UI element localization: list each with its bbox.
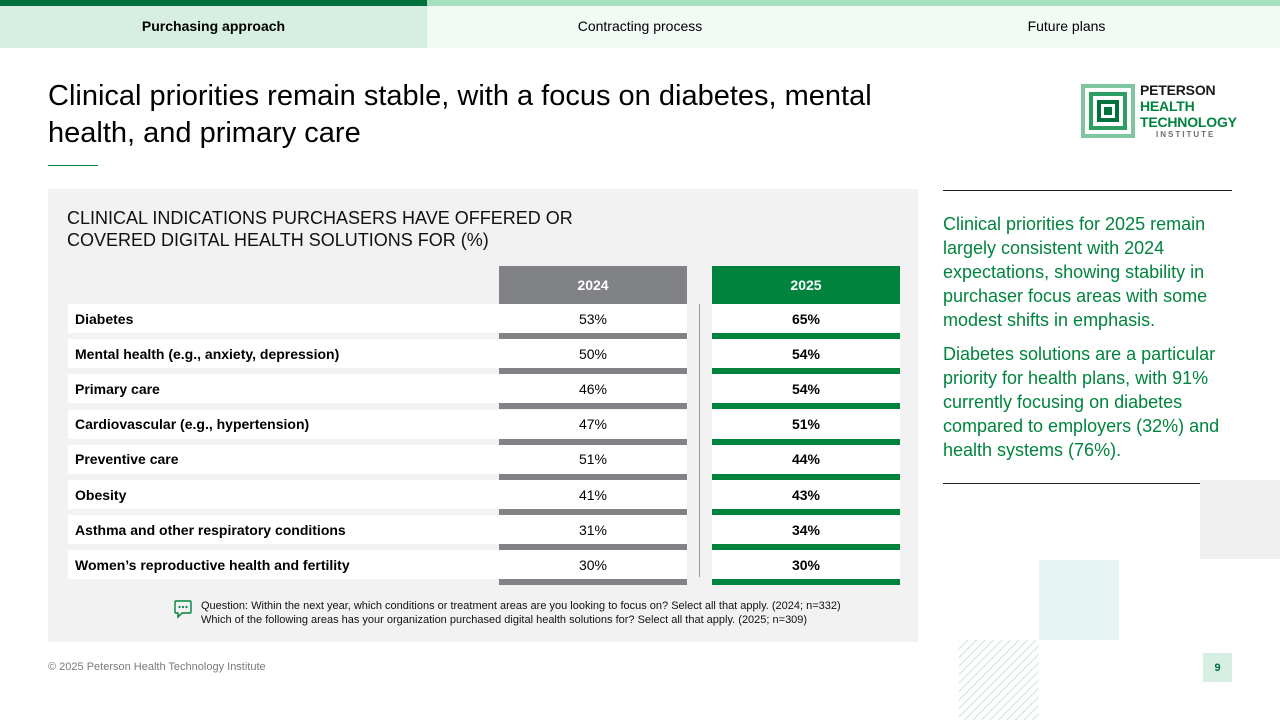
logo-line: TECHNOLOGY (1140, 114, 1237, 130)
question-line: Which of the following areas has your or… (201, 614, 808, 626)
decorative-square (1039, 560, 1119, 640)
side-top-rule (943, 190, 1232, 191)
row-label: Cardiovascular (e.g., hypertension) (68, 409, 499, 439)
logo-wordmark: PETERSON HEALTH TECHNOLOGY INSTITUTE (1140, 82, 1237, 140)
underline-bar-2024 (499, 473, 687, 480)
underline-bar-2024 (499, 579, 687, 586)
column-header-2025: 2025 (712, 266, 900, 304)
tab-stripe (427, 0, 853, 6)
value-2024: 41% (499, 480, 687, 509)
value-2024: 46% (499, 374, 687, 404)
table-row: Obesity 41% 43% (68, 480, 900, 515)
underline-bar-2025 (712, 438, 900, 445)
value-2025: 65% (712, 304, 900, 333)
underline-bar-2024 (499, 438, 687, 445)
tab-active-stripe (0, 0, 427, 6)
underline-bar-2025 (712, 368, 900, 375)
tab-label: Future plans (1027, 18, 1106, 34)
row-label: Asthma and other respiratory conditions (68, 515, 499, 545)
tab-purchasing-approach[interactable]: Purchasing approach (0, 0, 427, 48)
question-line: Question: Within the next year, which co… (201, 600, 841, 612)
value-2025: 44% (712, 444, 900, 474)
table-row: Women’s reproductive health and fertilit… (68, 550, 900, 586)
tab-contracting-process[interactable]: Contracting process (427, 0, 853, 48)
logo-mark-icon (1081, 84, 1135, 138)
logo-line: INSTITUTE (1156, 130, 1216, 139)
value-2025: 34% (712, 515, 900, 545)
table-row: Preventive care 51% 44% (68, 444, 900, 480)
tab-future-plans[interactable]: Future plans (853, 0, 1280, 48)
underline-bar-2025 (712, 473, 900, 480)
underline-bar-2024 (499, 544, 687, 551)
row-label: Diabetes (68, 304, 499, 333)
page-number: 9 (1203, 653, 1232, 682)
section-tab-bar: Purchasing approach Contracting process … (0, 0, 1280, 48)
value-2024: 53% (499, 304, 687, 333)
tab-label: Contracting process (577, 18, 703, 34)
underline-bar-2025 (712, 333, 900, 339)
table-row: Diabetes 53% 65% (68, 304, 900, 339)
side-commentary: Clinical priorities for 2025 remain larg… (943, 212, 1235, 472)
value-2024: 51% (499, 444, 687, 474)
underline-bar-2025 (712, 579, 900, 586)
value-2025: 54% (712, 339, 900, 369)
tab-stripe (853, 0, 1280, 6)
column-header-2024: 2024 (499, 266, 687, 304)
underline-bar-2025 (712, 509, 900, 515)
copyright-footer: © 2025 Peterson Health Technology Instit… (48, 661, 266, 673)
side-paragraph: Clinical priorities for 2025 remain larg… (943, 214, 1208, 330)
row-label: Mental health (e.g., anxiety, depression… (68, 339, 499, 369)
page-title: Clinical priorities remain stable, with … (48, 80, 872, 149)
underline-bar-2025 (712, 544, 900, 551)
question-note: Question: Within the next year, which co… (173, 599, 913, 627)
value-2024: 47% (499, 409, 687, 439)
underline-bar-2025 (712, 403, 900, 410)
chart-title: CLINICAL INDICATIONS PURCHASERS HAVE OFF… (67, 208, 573, 250)
question-text: Question: Within the next year, which co… (201, 599, 841, 627)
underline-bar-2024 (499, 509, 687, 515)
row-label: Women’s reproductive health and fertilit… (68, 550, 499, 580)
side-paragraph: Diabetes solutions are a particular prio… (943, 344, 1220, 460)
underline-bar-2024 (499, 333, 687, 339)
chart-panel: CLINICAL INDICATIONS PURCHASERS HAVE OFF… (48, 189, 918, 642)
title-underline (48, 165, 98, 166)
underline-bar-2024 (499, 403, 687, 410)
row-label: Preventive care (68, 444, 499, 474)
value-2025: 30% (712, 550, 900, 580)
logo-line: HEALTH (1140, 98, 1195, 114)
tab-label: Purchasing approach (141, 18, 286, 34)
value-2025: 54% (712, 374, 900, 404)
speech-bubble-icon (174, 600, 192, 619)
value-2025: 43% (712, 480, 900, 509)
column-divider (699, 304, 700, 577)
underline-bar-2024 (499, 368, 687, 375)
table-row: Cardiovascular (e.g., hypertension) 47% 51… (68, 409, 900, 445)
value-2025: 51% (712, 409, 900, 439)
side-bottom-rule (943, 483, 1232, 484)
decorative-square (1200, 480, 1280, 559)
decorative-hatch-square (959, 640, 1039, 720)
table-row: Primary care 46% 54% (68, 374, 900, 410)
row-label: Primary care (68, 374, 499, 404)
row-label: Obesity (68, 480, 499, 509)
value-2024: 31% (499, 515, 687, 545)
logo-line: PETERSON (1140, 82, 1216, 98)
value-2024: 50% (499, 339, 687, 369)
table-row: Mental health (e.g., anxiety, depression… (68, 339, 900, 375)
peterson-logo: PETERSON HEALTH TECHNOLOGY INSTITUTE (1080, 82, 1240, 142)
value-2024: 30% (499, 550, 687, 580)
table-row: Asthma and other respiratory conditions 3… (68, 515, 900, 551)
